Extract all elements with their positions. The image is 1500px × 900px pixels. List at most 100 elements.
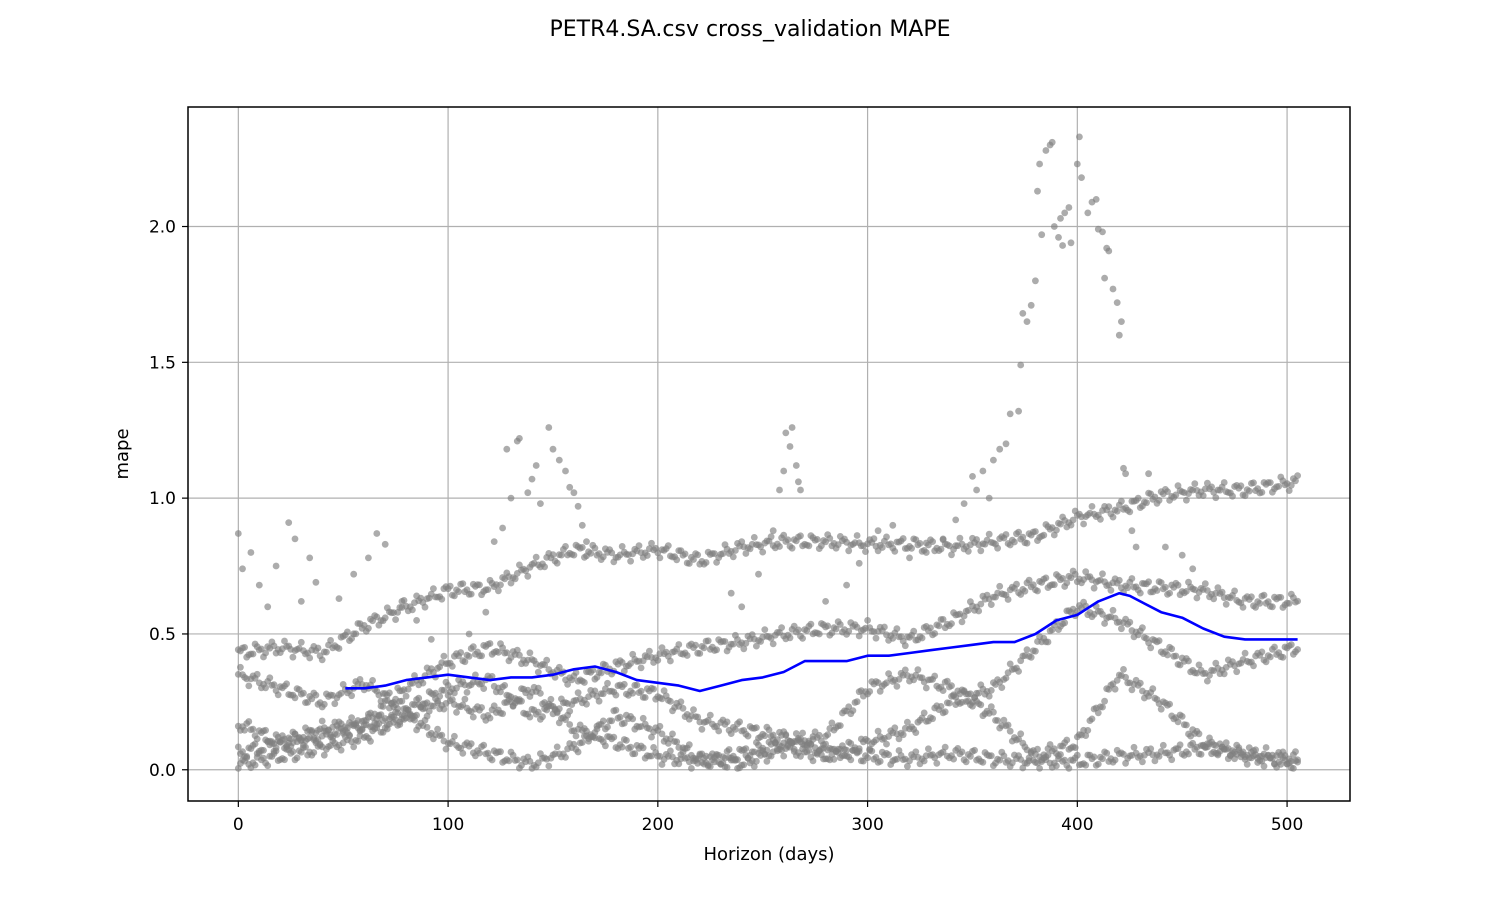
data-point <box>1053 526 1060 534</box>
data-point <box>937 703 945 710</box>
data-point <box>440 705 448 713</box>
data-point <box>293 754 301 762</box>
data-point <box>249 650 257 658</box>
data-point <box>799 635 806 642</box>
data-point <box>681 550 689 558</box>
data-point <box>1115 576 1123 584</box>
data-point <box>553 743 561 751</box>
data-point <box>1013 580 1020 588</box>
data-point <box>958 748 966 756</box>
data-point <box>629 689 637 697</box>
data-point <box>465 653 473 660</box>
data-point <box>566 721 574 728</box>
data-point <box>486 640 494 647</box>
data-point <box>830 756 838 763</box>
data-point <box>1166 700 1173 708</box>
data-point <box>383 725 391 733</box>
data-point <box>1061 209 1069 217</box>
data-point <box>572 669 580 676</box>
data-point <box>1057 751 1064 758</box>
data-point <box>285 519 293 526</box>
data-point <box>937 545 945 553</box>
data-point <box>549 445 557 453</box>
data-point <box>822 740 829 748</box>
data-point <box>604 723 611 731</box>
data-point <box>287 735 295 743</box>
data-point <box>453 684 460 692</box>
data-point <box>1017 730 1025 738</box>
data-point <box>516 651 523 659</box>
data-point <box>327 637 334 644</box>
data-point <box>784 536 792 544</box>
data-point <box>1294 472 1301 479</box>
data-point <box>769 527 777 535</box>
data-point <box>969 702 976 710</box>
data-point <box>782 429 790 437</box>
data-point <box>818 751 825 759</box>
data-point <box>1159 741 1167 749</box>
data-point <box>780 467 788 475</box>
data-point <box>824 731 832 738</box>
data-point <box>690 706 697 713</box>
data-point <box>379 703 387 710</box>
data-point <box>499 644 506 652</box>
data-point <box>971 746 978 754</box>
data-point <box>1178 551 1186 559</box>
data-point <box>507 494 515 502</box>
data-point <box>1176 741 1184 749</box>
data-point <box>1285 600 1293 607</box>
data-point <box>1212 494 1220 502</box>
data-point <box>1285 487 1293 494</box>
data-point <box>717 760 725 768</box>
data-point <box>836 621 844 628</box>
data-point <box>495 649 502 656</box>
data-point <box>964 547 972 555</box>
data-point <box>1271 760 1278 768</box>
data-point <box>1208 483 1215 491</box>
data-point <box>488 756 496 764</box>
data-point <box>329 733 337 741</box>
data-point <box>1032 277 1039 285</box>
data-point <box>534 668 542 676</box>
data-point <box>635 542 643 549</box>
data-point <box>776 486 783 494</box>
chart-title: PETR4.SA.csv cross_validation MAPE <box>549 17 950 42</box>
data-point <box>421 603 429 611</box>
data-point <box>1019 764 1027 772</box>
data-point <box>281 637 288 645</box>
data-point <box>727 589 735 597</box>
data-point <box>1172 652 1180 660</box>
data-point <box>941 708 949 716</box>
data-point <box>331 700 339 708</box>
data-point <box>297 638 305 646</box>
data-point <box>1113 299 1121 306</box>
data-point <box>1082 732 1090 739</box>
data-point <box>528 475 536 483</box>
data-point <box>499 524 506 532</box>
data-point <box>1088 503 1096 510</box>
data-point <box>555 663 563 671</box>
data-point <box>633 681 641 689</box>
data-point <box>413 617 420 624</box>
data-point <box>1080 520 1087 528</box>
data-point <box>526 713 534 721</box>
data-point <box>713 751 720 758</box>
data-point <box>893 625 901 632</box>
data-point <box>469 643 477 651</box>
data-point <box>1105 247 1113 255</box>
data-point <box>448 662 456 670</box>
data-point <box>241 726 249 734</box>
data-point <box>1233 668 1241 676</box>
y-tick-label: 1.5 <box>149 353 176 373</box>
data-point <box>1139 624 1146 632</box>
data-point <box>451 732 458 740</box>
data-point <box>975 689 983 697</box>
data-point <box>581 679 588 686</box>
data-point <box>1237 482 1245 490</box>
y-tick-label: 1.0 <box>149 489 176 509</box>
data-point <box>922 684 930 692</box>
data-point <box>883 679 890 687</box>
data-point <box>1126 508 1134 516</box>
data-point <box>922 549 930 556</box>
data-point <box>925 745 932 753</box>
